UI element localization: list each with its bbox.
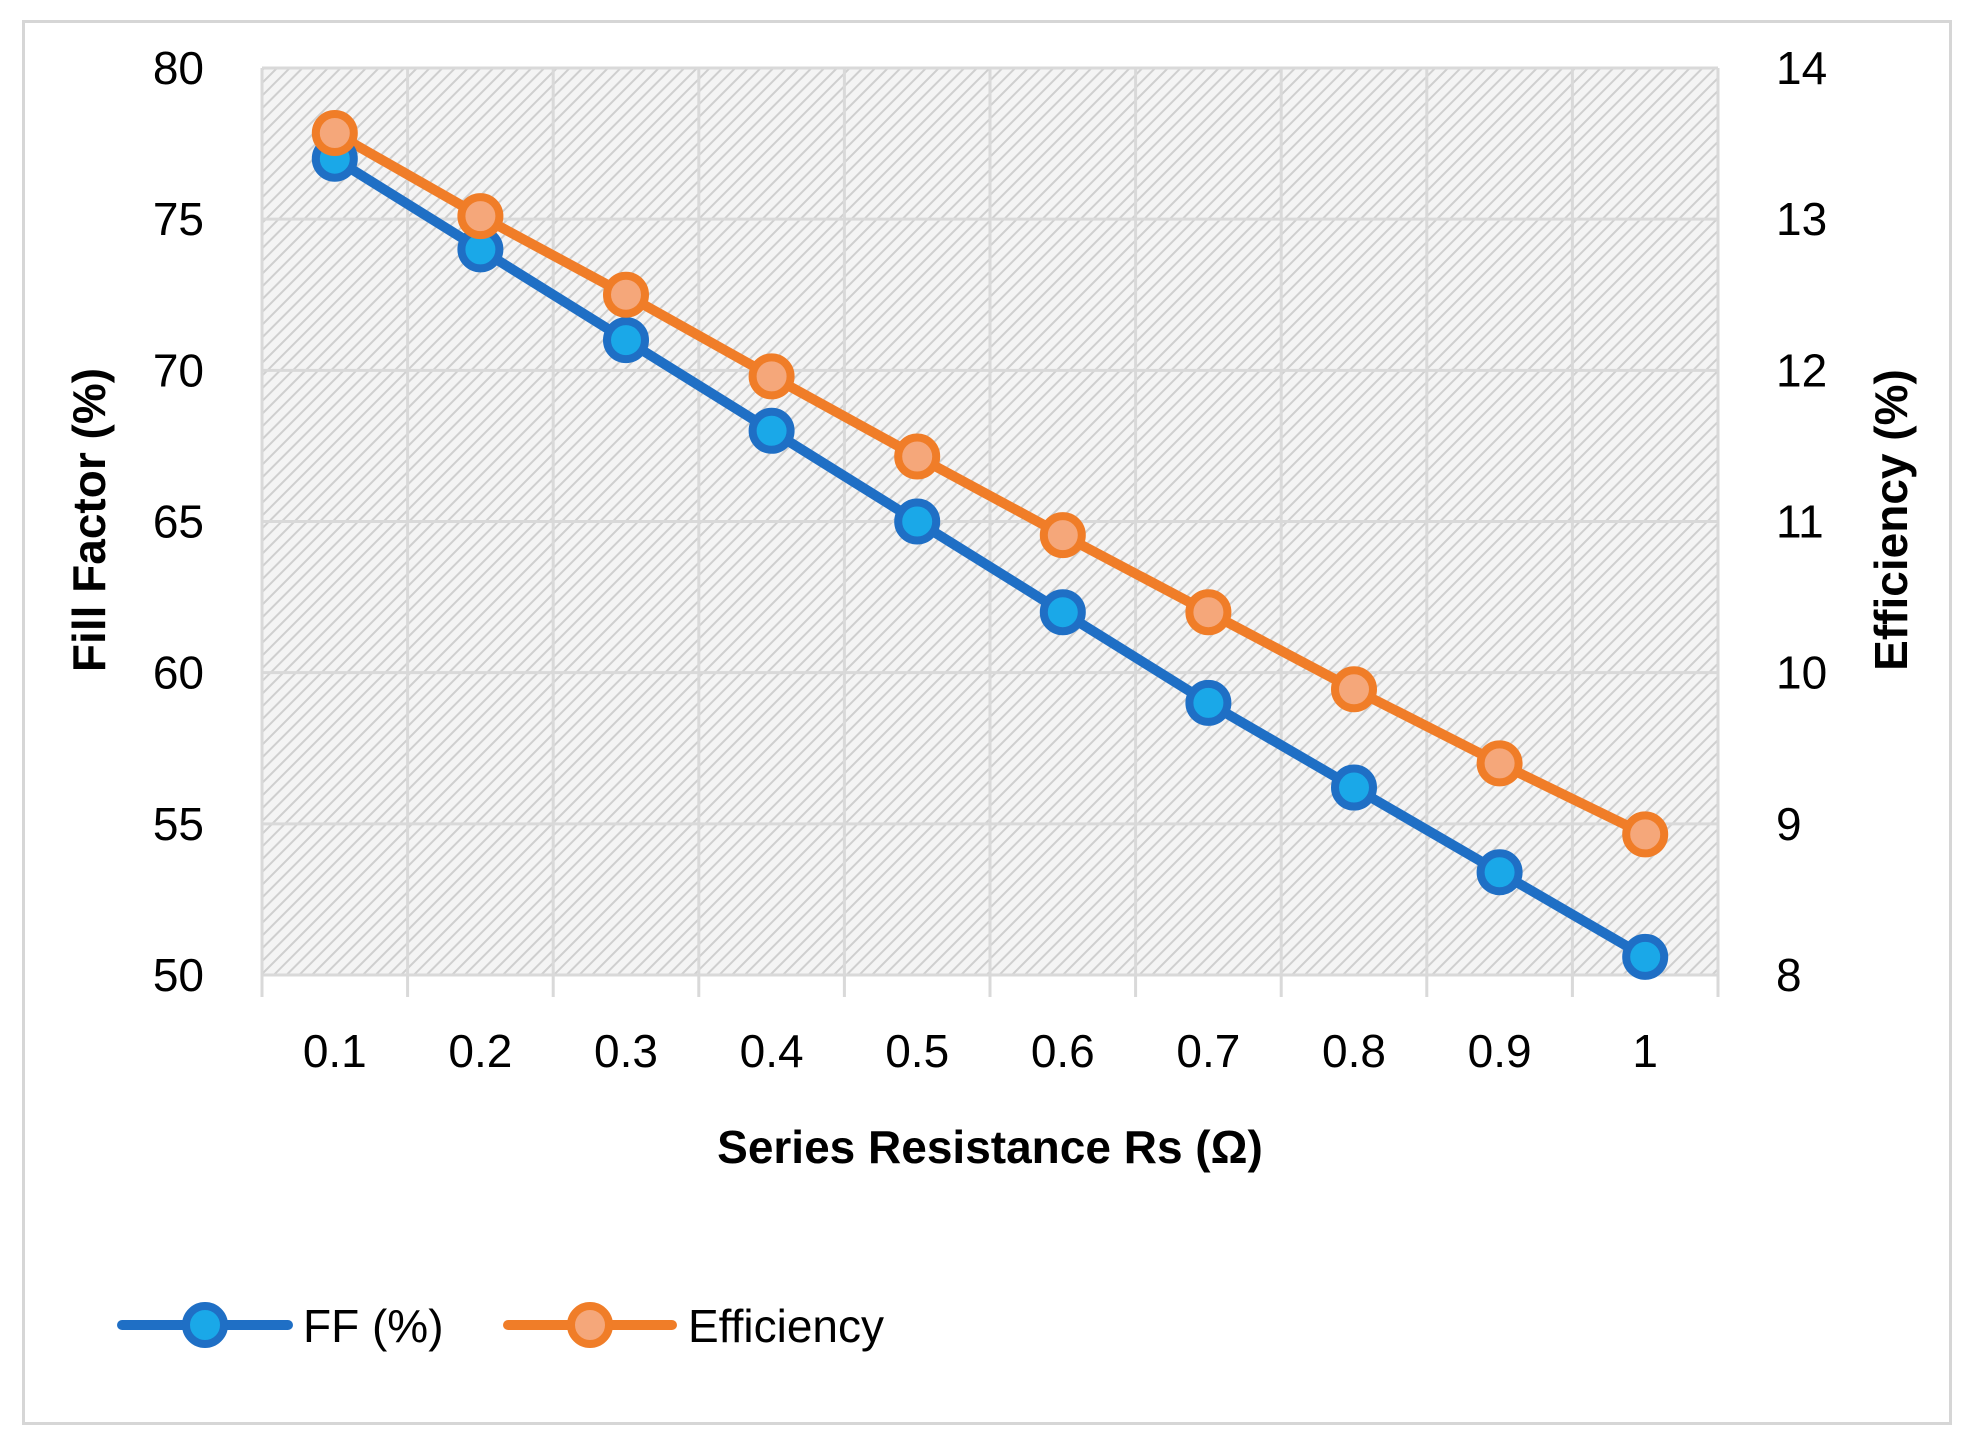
- y-left-tick-label: 80: [153, 42, 204, 94]
- legend: FF (%) Efficiency: [117, 1300, 884, 1352]
- legend-item-efficiency: Efficiency: [503, 1300, 884, 1352]
- y-left-tick-label: 55: [153, 798, 204, 850]
- x-tick-label: 0.4: [740, 1025, 804, 1077]
- efficiency-data-point: [1185, 589, 1232, 636]
- ff-data-point: [1185, 679, 1232, 726]
- y-right-tick-label: 14: [1776, 42, 1827, 94]
- efficiency-data-point: [1039, 512, 1086, 559]
- x-tick-label: 0.3: [594, 1025, 658, 1077]
- y-right-tick-label: 9: [1776, 798, 1802, 850]
- y-right-tick-label: 8: [1776, 949, 1802, 1001]
- x-axis-title: Series Resistance Rs (Ω): [717, 1121, 1263, 1173]
- efficiency-data-point: [603, 271, 649, 318]
- y-left-tick-label: 65: [153, 496, 204, 548]
- legend-ff-label: FF (%): [303, 1300, 444, 1352]
- series-line-efficiency: [329, 128, 1651, 840]
- series-layer: [311, 110, 1669, 980]
- series-line-ff: [329, 153, 1651, 962]
- gridlines: [260, 66, 1720, 997]
- y-axis-right-title: Efficiency (%): [1865, 369, 1917, 671]
- y-right-tick-label: 13: [1776, 193, 1827, 245]
- legend-efficiency-label: Efficiency: [688, 1300, 884, 1352]
- x-tick-label: 0.5: [885, 1025, 949, 1077]
- x-tick-label: 0.8: [1322, 1025, 1386, 1077]
- x-tick-label: 0.1: [303, 1025, 367, 1077]
- ff-data-point: [603, 317, 649, 364]
- x-tick-label: 0.6: [1031, 1025, 1095, 1077]
- y-right-tick-label: 10: [1776, 647, 1827, 699]
- tick-labels: 50 55 60 65 70 75 80 8 9 10 11 12 13 14 0.1 0.2 0.3 0.4 0.…: [153, 42, 1827, 1077]
- y-left-tick-label: 60: [153, 647, 204, 699]
- efficiency-data-point: [457, 193, 504, 240]
- ff-data-point: [748, 407, 795, 454]
- ff-data-point: [1476, 849, 1523, 896]
- efficiency-data-point: [1622, 811, 1669, 858]
- y-left-tick-label: 75: [153, 193, 204, 245]
- efficiency-data-point: [1476, 740, 1523, 787]
- x-tick-label: 0.2: [448, 1025, 512, 1077]
- efficiency-data-point: [748, 353, 795, 400]
- y-right-tick-label: 12: [1776, 344, 1827, 396]
- legend-efficiency-marker: [567, 1302, 613, 1348]
- y-left-tick-label: 50: [153, 949, 204, 1001]
- ff-data-point: [1331, 764, 1377, 811]
- efficiency-data-point: [311, 110, 358, 157]
- ff-data-point: [894, 498, 941, 545]
- legend-ff-marker: [182, 1302, 228, 1348]
- y-left-tick-label: 70: [153, 344, 204, 396]
- efficiency-data-point: [1331, 666, 1377, 713]
- ff-data-point: [1039, 589, 1086, 636]
- y-axis-left-title: Fill Factor (%): [63, 368, 115, 672]
- x-tick-label: 0.9: [1468, 1025, 1532, 1077]
- x-tick-label: 1: [1632, 1025, 1658, 1077]
- legend-item-ff: FF (%): [117, 1300, 444, 1352]
- y-right-tick-label: 11: [1776, 496, 1824, 548]
- x-tick-label: 0.7: [1176, 1025, 1240, 1077]
- efficiency-data-point: [894, 433, 941, 480]
- ff-data-point: [1622, 933, 1669, 980]
